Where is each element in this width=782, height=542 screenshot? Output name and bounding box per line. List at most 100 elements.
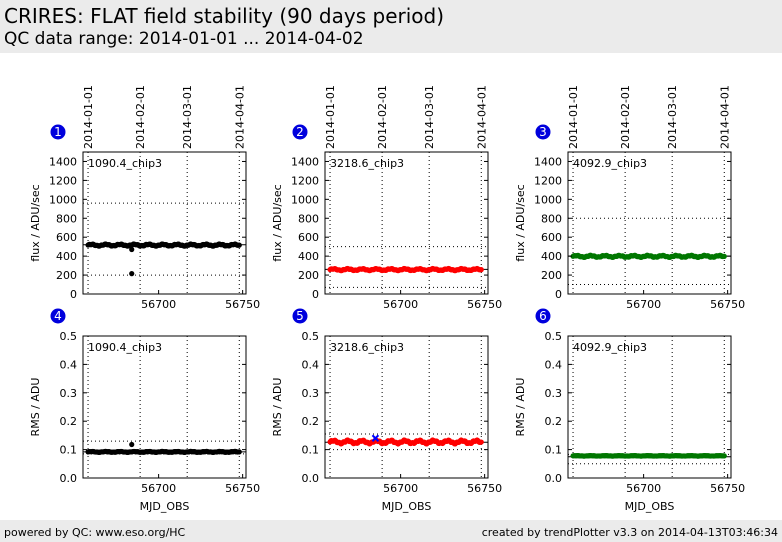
- y-tick-label: 0.4: [60, 358, 78, 371]
- y-tick-label: 1200: [291, 174, 319, 187]
- y-tick-label: 600: [541, 231, 562, 244]
- data-point: [721, 453, 727, 459]
- y-tick-label: 0.1: [545, 444, 563, 457]
- data-point: [478, 439, 484, 445]
- plot-frame: [567, 335, 732, 479]
- y-axis-label: flux / ADU/sec: [514, 184, 527, 261]
- y-tick-label: 200: [298, 269, 319, 282]
- chip-label: 1090.4_chip3: [88, 341, 162, 354]
- y-tick-label: 0.0: [302, 472, 320, 485]
- plot-frame: [324, 335, 489, 479]
- chip-label: 3218.6_chip3: [330, 341, 404, 354]
- page-subtitle: QC data range: 2014-01-01 ... 2014-04-02: [4, 29, 364, 49]
- y-tick-label: 0.3: [60, 387, 78, 400]
- y-tick-label: 600: [56, 231, 77, 244]
- panel-number: 4: [54, 309, 62, 323]
- y-tick-label: 1000: [291, 193, 319, 206]
- y-tick-label: 0.4: [545, 358, 563, 371]
- x-tick-label: 56700: [626, 298, 661, 311]
- y-tick-label: 0.0: [545, 472, 563, 485]
- panel-number: 1: [54, 125, 62, 139]
- data-point: [478, 267, 484, 273]
- panel-1: 1 2014-01-01 2014-02-01 2014-03-01 2014-04-0…: [29, 85, 260, 311]
- y-tick-label: 0: [312, 288, 319, 301]
- y-tick-label: 0.4: [302, 358, 320, 371]
- date-tick-label: 2014-01-01: [567, 85, 580, 149]
- date-tick-label: 2014-04-01: [475, 85, 488, 149]
- x-axis-label: MJD_OBS: [625, 500, 675, 513]
- chip-label: 3218.6_chip3: [330, 157, 404, 170]
- x-tick-label: 56750: [467, 298, 502, 311]
- data-point: [129, 271, 135, 277]
- panel-2: 2 2014-01-01 2014-02-01 2014-03-01 2014-04-0…: [271, 85, 502, 311]
- y-tick-label: 0.3: [545, 387, 563, 400]
- y-tick-label: 0.5: [302, 330, 320, 343]
- x-tick-label: 56750: [710, 482, 745, 495]
- plot-frame: [82, 151, 247, 295]
- panel-number-badge: [292, 124, 308, 140]
- y-tick-label: 600: [298, 231, 319, 244]
- date-tick-label: 2014-03-01: [666, 85, 679, 149]
- x-tick-label: 56750: [225, 298, 260, 311]
- y-tick-label: 0.1: [302, 444, 320, 457]
- panel-number: 6: [539, 309, 547, 323]
- y-tick-label: 0.5: [545, 330, 563, 343]
- y-tick-label: 400: [298, 250, 319, 263]
- y-tick-label: 0.3: [302, 387, 320, 400]
- y-tick-label: 800: [56, 212, 77, 225]
- chip-label: 1090.4_chip3: [88, 157, 162, 170]
- y-tick-label: 0: [70, 288, 77, 301]
- panel-6: 6 0.0 0.1 0.2 0.3 0.4 0.5 56700 56750 4092.9_chip…: [514, 308, 745, 513]
- y-tick-label: 400: [56, 250, 77, 263]
- y-axis-label: RMS / ADU: [514, 378, 527, 437]
- panel-number-badge: [535, 308, 551, 324]
- y-tick-label: 0.0: [60, 472, 78, 485]
- date-tick-label: 2014-01-01: [82, 85, 95, 149]
- panel-number-badge: [535, 124, 551, 140]
- footer-powered-by: powered by QC: www.eso.org/HC: [4, 526, 186, 539]
- chip-label: 4092.9_chip3: [573, 157, 647, 170]
- date-tick-label: 2014-04-01: [233, 85, 246, 149]
- y-tick-label: 0.2: [545, 415, 563, 428]
- date-tick-label: 2014-02-01: [376, 85, 389, 149]
- y-tick-label: 800: [541, 212, 562, 225]
- x-tick-label: 56700: [141, 298, 176, 311]
- plot-frame: [82, 335, 247, 479]
- y-tick-label: 200: [541, 269, 562, 282]
- data-point: [129, 441, 135, 448]
- y-tick-label: 1400: [291, 155, 319, 168]
- y-axis-label: RMS / ADU: [29, 378, 42, 437]
- y-tick-label: 400: [541, 250, 562, 263]
- panel-number: 3: [539, 125, 547, 139]
- data-point: [236, 242, 242, 248]
- panel-5: 5 0.0 0.1 0.2 0.3 0.4 0.5 56700 56750 3218.6_chip…: [271, 308, 502, 513]
- panel-3: 3 2014-01-01 2014-02-01 2014-03-01 2014-04-0…: [514, 85, 745, 311]
- date-tick-label: 2014-01-01: [324, 85, 337, 149]
- y-axis-label: flux / ADU/sec: [271, 184, 284, 261]
- x-tick-label: 56750: [225, 482, 260, 495]
- date-tick-label: 2014-04-01: [718, 85, 731, 149]
- x-tick-label: 56750: [710, 298, 745, 311]
- page-title: CRIRES: FLAT field stability (90 days pe…: [4, 4, 445, 28]
- data-point: [129, 246, 135, 253]
- y-tick-label: 0: [555, 288, 562, 301]
- x-tick-label: 56700: [626, 482, 661, 495]
- y-tick-label: 1200: [534, 174, 562, 187]
- y-tick-label: 200: [56, 269, 77, 282]
- x-tick-label: 56700: [383, 298, 418, 311]
- y-tick-label: 0.2: [302, 415, 320, 428]
- date-tick-label: 2014-03-01: [423, 85, 436, 149]
- panel-number-badge: [50, 124, 66, 140]
- y-tick-label: 1400: [534, 155, 562, 168]
- data-point: [236, 449, 242, 455]
- y-tick-label: 0.1: [60, 444, 78, 457]
- y-tick-label: 1400: [49, 155, 77, 168]
- panel-number: 5: [296, 309, 304, 323]
- x-tick-label: 56700: [141, 482, 176, 495]
- y-tick-label: 0.2: [60, 415, 78, 428]
- data-point: [721, 253, 727, 259]
- x-tick-label: 56750: [467, 482, 502, 495]
- plot-frame: [567, 151, 732, 295]
- plot-frame: [324, 151, 489, 295]
